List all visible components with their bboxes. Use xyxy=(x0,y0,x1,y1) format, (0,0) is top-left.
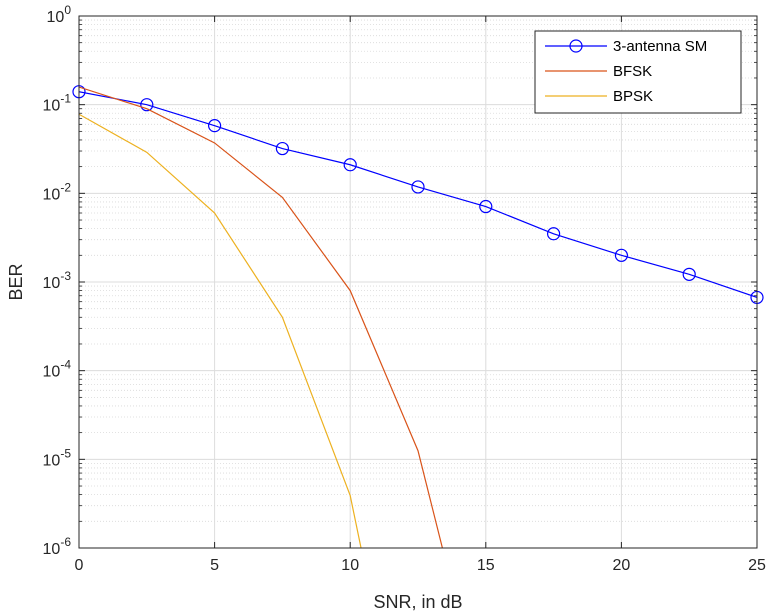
y-tick-label: 10-2 xyxy=(43,180,72,203)
tick-marks xyxy=(78,15,758,549)
legend-marker xyxy=(569,39,583,53)
y-tick-exponent: -4 xyxy=(60,358,71,372)
series-line xyxy=(79,113,362,548)
y-tick-label: 10-6 xyxy=(43,535,72,558)
y-tick-base: 10 xyxy=(47,9,65,26)
data-point xyxy=(479,199,493,214)
y-tick-base: 10 xyxy=(43,275,61,292)
data-point xyxy=(140,98,154,112)
y-tick-exponent: -2 xyxy=(60,180,71,194)
x-tick-label: 0 xyxy=(75,557,84,574)
series-bfsk xyxy=(79,86,443,548)
y-tick-label: 10-5 xyxy=(43,446,72,469)
y-tick-base: 10 xyxy=(43,364,61,381)
legend: 3-antenna SM BFSK BPSK xyxy=(534,30,742,114)
data-point xyxy=(343,158,357,172)
data-point xyxy=(546,227,561,241)
y-tick-exponent: -5 xyxy=(60,446,71,460)
y-tick-label: 10-4 xyxy=(43,358,72,381)
data-point xyxy=(614,248,629,262)
x-tick-label: 15 xyxy=(477,557,495,574)
legend-label: BFSK xyxy=(613,63,652,80)
y-tick-exponent: 0 xyxy=(64,3,71,17)
y-tick-exponent: -1 xyxy=(60,92,71,106)
y-tick-exponent: -6 xyxy=(60,535,71,549)
x-tick-label: 5 xyxy=(210,557,219,574)
data-point xyxy=(682,267,696,281)
data-point xyxy=(275,141,289,156)
series-3-antenna-sm xyxy=(72,85,764,305)
y-tick-label: 10-3 xyxy=(43,269,72,292)
y-tick-label: 10-1 xyxy=(43,92,72,115)
legend-item: BFSK xyxy=(545,63,652,80)
y-tick-label: 100 xyxy=(47,3,72,26)
y-tick-base: 10 xyxy=(43,541,61,558)
legend-box xyxy=(534,30,742,114)
series-layer xyxy=(72,85,764,548)
data-point xyxy=(208,119,222,133)
x-axis-label: SNR, in dB xyxy=(373,592,462,612)
y-tick-base: 10 xyxy=(43,186,61,203)
series-line xyxy=(79,91,757,298)
y-tick-base: 10 xyxy=(43,98,61,115)
y-axis-label: BER xyxy=(6,263,26,300)
data-point xyxy=(411,180,425,194)
series-bpsk xyxy=(79,113,362,548)
x-tick-labels: 0 5 10 15 20 25 xyxy=(75,557,766,574)
y-tick-base: 10 xyxy=(43,452,61,469)
series-line xyxy=(79,86,443,548)
y-tick-exponent: -3 xyxy=(60,269,71,283)
x-tick-label: 10 xyxy=(341,557,359,574)
minor-grid xyxy=(79,19,757,522)
legend-label: BPSK xyxy=(613,88,653,105)
legend-item: 3-antenna SM xyxy=(545,38,707,55)
legend-item: BPSK xyxy=(545,88,653,105)
x-tick-label: 20 xyxy=(613,557,631,574)
x-tick-label: 25 xyxy=(748,557,766,574)
legend-label: 3-antenna SM xyxy=(613,38,707,55)
